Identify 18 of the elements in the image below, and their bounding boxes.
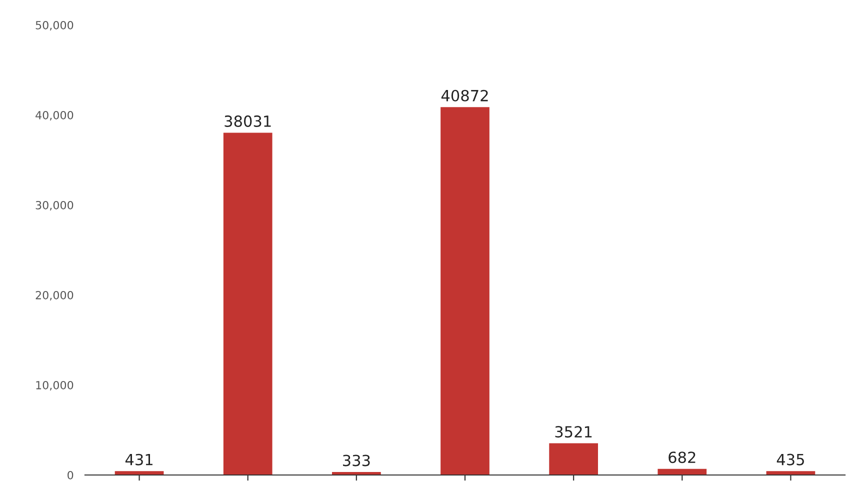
y-tick-label: 30,000: [36, 200, 74, 211]
y-tick-label: 50,000: [36, 20, 74, 31]
data-label: 682: [668, 452, 696, 464]
y-tick-label: 20,000: [36, 290, 74, 301]
data-label: 40872: [441, 90, 488, 102]
y-tick-label: 0: [68, 470, 74, 480]
data-label: 431: [125, 454, 152, 466]
data-label: 3521: [555, 426, 592, 438]
data-label: 333: [343, 454, 370, 466]
bar: [658, 468, 707, 475]
bar: [114, 471, 164, 475]
bar: [440, 107, 490, 475]
bar: [223, 132, 272, 475]
data-label: 435: [776, 454, 804, 466]
y-tick-label: 40,000: [36, 110, 74, 121]
y-tick-label: 10,000: [36, 380, 74, 391]
bar: [549, 443, 598, 475]
data-label: 38031: [224, 115, 271, 127]
